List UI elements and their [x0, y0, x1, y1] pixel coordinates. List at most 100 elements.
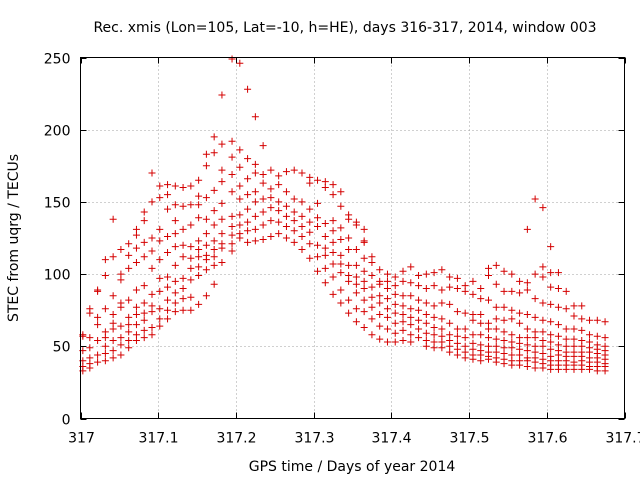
data-point: [461, 282, 469, 290]
data-point: [570, 325, 578, 333]
data-point: [360, 277, 368, 285]
data-point: [244, 175, 252, 183]
data-point: [275, 230, 283, 238]
data-point: [202, 266, 210, 274]
data-point: [101, 328, 109, 336]
data-point: [415, 334, 423, 342]
data-point: [218, 140, 226, 148]
data-point: [407, 305, 415, 313]
data-point: [109, 319, 117, 327]
data-point: [446, 300, 454, 308]
data-point: [125, 313, 133, 321]
data-point: [391, 290, 399, 298]
data-point: [228, 212, 236, 220]
data-point: [228, 240, 236, 248]
data-point: [492, 315, 500, 323]
data-point: [290, 166, 298, 174]
data-point: [236, 230, 244, 238]
data-point: [360, 296, 368, 304]
data-point: [228, 188, 236, 196]
data-point: [376, 292, 384, 300]
data-point: [179, 306, 187, 314]
data-point: [531, 328, 539, 336]
data-point: [492, 342, 500, 350]
data-point: [368, 293, 376, 301]
data-point: [329, 273, 337, 281]
data-point: [523, 341, 531, 349]
data-point: [391, 329, 399, 337]
data-point: [500, 316, 508, 324]
data-point: [244, 191, 252, 199]
data-point: [368, 272, 376, 280]
data-point: [485, 319, 492, 327]
data-point: [282, 168, 290, 176]
data-point: [477, 331, 485, 339]
data-point: [492, 280, 500, 288]
data-point: [500, 287, 508, 295]
data-point: [187, 276, 195, 284]
data-point: [562, 287, 570, 295]
data-point: [438, 332, 446, 340]
data-point: [383, 305, 391, 313]
data-point: [352, 218, 360, 226]
data-point: [477, 311, 485, 319]
data-point: [195, 263, 203, 271]
data-point: [461, 309, 469, 317]
data-point: [117, 341, 125, 349]
data-point: [469, 290, 477, 298]
data-point: [244, 85, 252, 93]
data-point: [109, 292, 117, 300]
data-point: [218, 259, 226, 267]
data-point: [109, 354, 117, 362]
data-point: [422, 285, 430, 293]
chart-title: Rec. xmis (Lon=105, Lat=-10, h=HE), days…: [93, 20, 596, 36]
data-point: [360, 254, 368, 262]
data-point: [360, 285, 368, 293]
data-point: [407, 321, 415, 329]
data-point: [298, 246, 306, 254]
data-point: [148, 264, 156, 272]
data-point: [109, 215, 117, 223]
y-tick-label: 50: [53, 340, 71, 356]
data-point: [236, 182, 244, 190]
data-point: [251, 188, 259, 196]
data-point: [329, 290, 337, 298]
data-point: [383, 285, 391, 293]
data-point: [171, 182, 179, 190]
data-point: [290, 208, 298, 216]
axis-ticks: [80, 57, 626, 420]
data-point: [360, 324, 368, 332]
data-point: [267, 166, 275, 174]
data-point: [422, 270, 430, 278]
data-point: [554, 321, 562, 329]
data-point: [578, 337, 586, 345]
data-point: [101, 357, 109, 365]
data-point: [244, 238, 252, 246]
x-tick-label: 317.5: [449, 431, 489, 447]
data-point: [383, 338, 391, 346]
data-point: [391, 309, 399, 317]
data-point: [156, 194, 164, 202]
data-point: [244, 227, 252, 235]
data-point: [321, 244, 329, 252]
data-point: [492, 325, 500, 333]
data-point: [187, 264, 195, 272]
data-point: [554, 332, 562, 340]
data-point: [298, 169, 306, 177]
data-point: [337, 269, 345, 277]
data-point: [298, 233, 306, 241]
data-point: [539, 328, 547, 336]
data-point: [267, 204, 275, 212]
data-point: [453, 325, 461, 333]
data-point: [164, 306, 172, 314]
data-point: [218, 166, 226, 174]
x-tick-label: 317.1: [138, 431, 178, 447]
data-point: [251, 160, 259, 168]
data-point: [360, 308, 368, 316]
data-point: [453, 274, 461, 282]
data-point: [368, 315, 376, 323]
data-point: [562, 325, 570, 333]
data-point: [282, 212, 290, 220]
data-point: [195, 272, 203, 280]
data-point: [140, 316, 148, 324]
